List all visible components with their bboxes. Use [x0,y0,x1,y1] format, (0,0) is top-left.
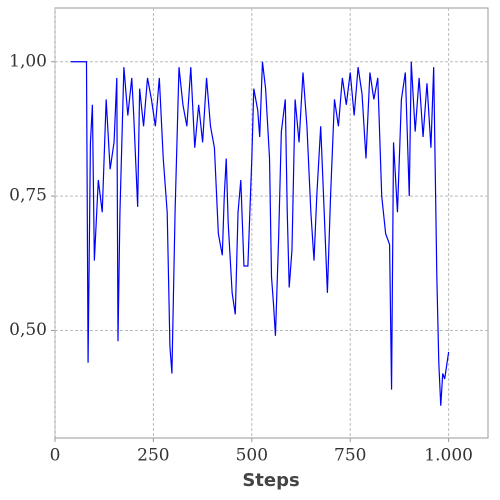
plot-area [54,7,489,439]
x-tick-label: 250 [137,446,169,466]
x-tick-label: 750 [334,446,366,466]
x-tick-label: 500 [236,446,268,466]
y-tick-label: 0,50 [9,320,47,340]
x-axis-label: Steps [242,470,299,491]
x-tick-label: 1.000 [424,446,473,466]
y-tick-label: 1,00 [9,51,47,71]
data-line [70,61,450,406]
y-tick-label: 0,75 [9,186,47,206]
x-tick-label: 0 [50,446,61,466]
